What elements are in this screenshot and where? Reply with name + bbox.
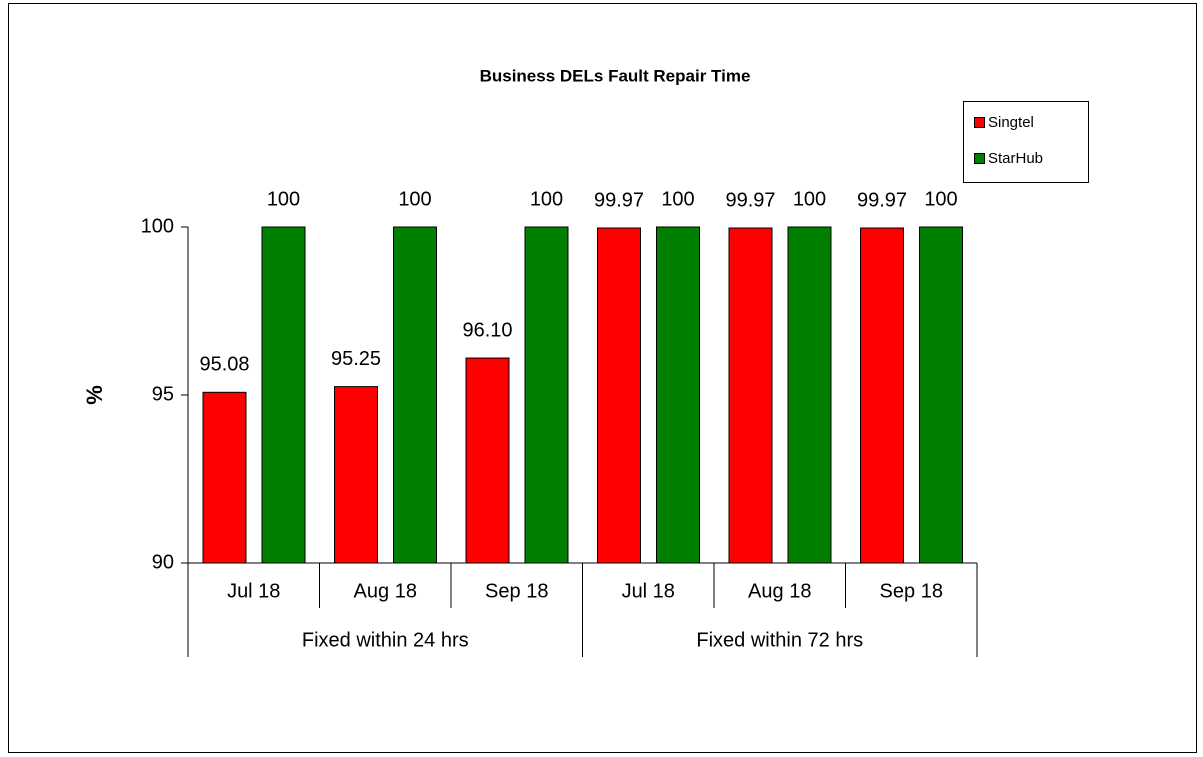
x-tick-label: Sep 18 <box>880 580 943 602</box>
legend-swatch <box>974 117 985 128</box>
y-tick-label: 100 <box>141 215 174 237</box>
legend-swatch <box>974 153 985 164</box>
y-tick-label: 95 <box>152 383 174 405</box>
data-label: 99.97 <box>857 189 907 211</box>
legend <box>963 101 1089 183</box>
data-label: 95.08 <box>199 354 249 376</box>
x-tick-label: Jul 18 <box>622 580 675 602</box>
data-label: 100 <box>924 188 957 210</box>
group-label: Fixed within 24 hrs <box>302 629 469 651</box>
group-label: Fixed within 72 hrs <box>696 629 863 651</box>
data-label: 100 <box>661 188 694 210</box>
data-label: 100 <box>398 188 431 210</box>
data-label: 99.97 <box>594 189 644 211</box>
bar <box>393 226 437 564</box>
bar <box>656 226 700 564</box>
data-label: 96.10 <box>462 319 512 341</box>
x-tick-label: Aug 18 <box>748 580 811 602</box>
data-label: 100 <box>793 188 826 210</box>
y-axis-label: % <box>82 385 107 405</box>
x-tick-label: Jul 18 <box>227 580 280 602</box>
bar <box>728 227 773 564</box>
chart-title: Business DELs Fault Repair Time <box>480 66 751 85</box>
bar <box>524 226 569 564</box>
bar <box>787 226 832 564</box>
x-tick-label: Aug 18 <box>354 580 417 602</box>
x-tick-label: Sep 18 <box>485 580 548 602</box>
data-label: 100 <box>267 188 300 210</box>
data-label: 99.97 <box>725 189 775 211</box>
bar <box>919 226 963 564</box>
bar <box>334 386 378 564</box>
bar <box>261 226 306 564</box>
data-label: 95.25 <box>331 348 381 370</box>
bar <box>465 357 510 564</box>
legend-label: StarHub <box>988 150 1043 167</box>
bar <box>860 227 904 564</box>
bar <box>597 227 641 564</box>
y-tick-label: 90 <box>152 551 174 573</box>
bar <box>202 391 247 564</box>
legend-label: Singtel <box>988 114 1034 131</box>
data-label: 100 <box>530 188 563 210</box>
